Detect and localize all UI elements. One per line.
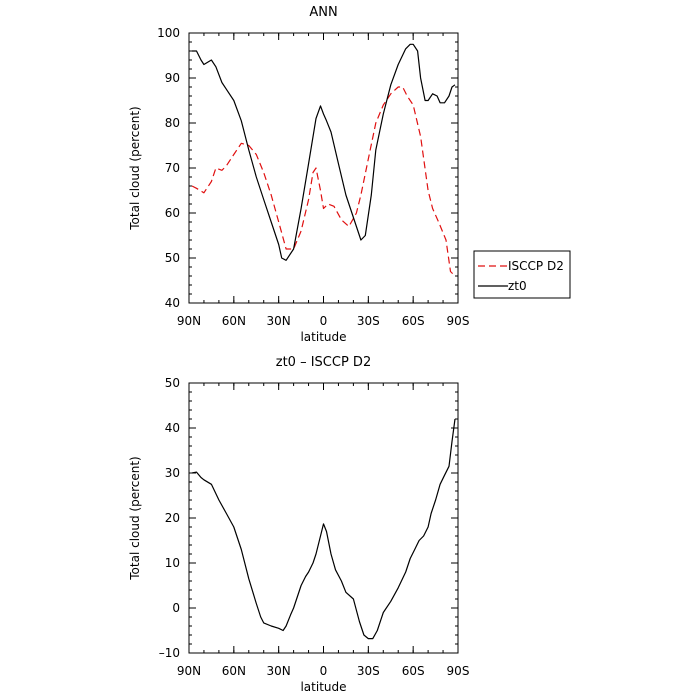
y-tick-label: 0: [172, 601, 180, 615]
plot-frame: [188, 32, 459, 304]
y-tick-label: 10: [165, 556, 180, 570]
x-tick-label: 60N: [222, 664, 246, 678]
x-tick-label: 90S: [447, 314, 470, 328]
y-tick-label: 50: [165, 251, 180, 265]
y-tick-label: 50: [165, 376, 180, 390]
y-tick-label: 30: [165, 466, 180, 480]
x-tick-label: 30S: [357, 314, 380, 328]
series-line-isccp-d2: [191, 86, 456, 277]
x-tick-label: 60S: [402, 314, 425, 328]
y-tick-label: 40: [165, 296, 180, 310]
x-tick-label: 0: [320, 314, 328, 328]
y-tick-label: 100: [157, 26, 180, 40]
x-tick-label: 30N: [267, 664, 291, 678]
chart-title: zt0 – ISCCP D2: [276, 355, 371, 370]
legend-label: zt0: [508, 279, 527, 293]
legend-box: [473, 250, 571, 299]
y-axis-label: Total cloud (percent): [128, 456, 142, 580]
series-line-zt0: [192, 43, 456, 261]
x-tick-label: 60N: [222, 314, 246, 328]
x-tick-label: 90S: [447, 664, 470, 678]
y-tick-label: 60: [165, 206, 180, 220]
x-axis-label: latitude: [300, 680, 346, 694]
x-tick-label: 30N: [267, 314, 291, 328]
y-tick-label: 80: [165, 116, 180, 130]
y-tick-label: 40: [165, 421, 180, 435]
y-tick-label: –10: [159, 646, 180, 660]
panel-2: 90N 60N 30N 0 30S 60S 90S –10 0 10 20 30 40 50 zt0 – I…: [128, 355, 469, 694]
x-axis-label: latitude: [300, 330, 346, 344]
series-line-difference: [191, 418, 456, 640]
legend-label: ISCCP D2: [508, 259, 564, 273]
x-tick-label: 90N: [177, 314, 201, 328]
chart-title: ANN: [309, 5, 337, 20]
y-tick-label: 90: [165, 71, 180, 85]
y-axis-label: Total cloud (percent): [128, 106, 142, 230]
legend: ISCCP D2 zt0: [473, 250, 571, 299]
y-tick-label: 20: [165, 511, 180, 525]
x-tick-label: 0: [320, 664, 328, 678]
x-tick-label: 60S: [402, 664, 425, 678]
panel-1: 90N 60N 30N 0 30S 60S 90S 40 50 60 70 80 90 100 ANN lat…: [128, 5, 469, 344]
x-tick-label: 90N: [177, 664, 201, 678]
y-tick-label: 70: [165, 161, 180, 175]
x-tick-label: 30S: [357, 664, 380, 678]
